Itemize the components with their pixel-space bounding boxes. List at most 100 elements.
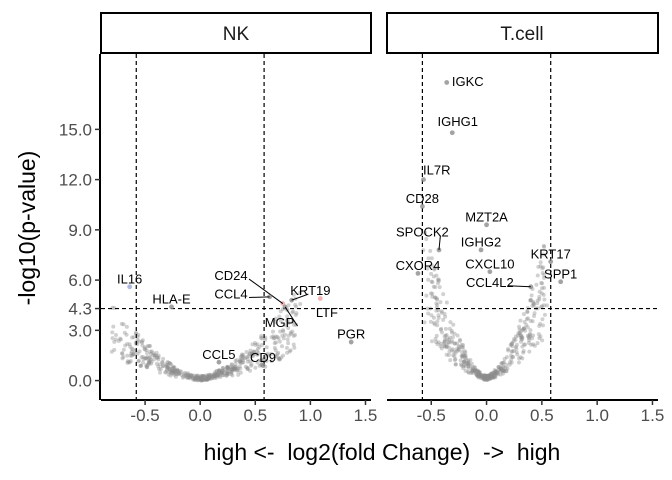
data-point: [524, 317, 529, 322]
data-point: [483, 375, 488, 380]
data-point: [211, 372, 216, 377]
data-point: [239, 353, 244, 358]
data-point: [523, 328, 528, 333]
data-point: [447, 337, 452, 342]
data-point: [229, 372, 234, 377]
data-point: [463, 353, 468, 358]
data-point: [527, 338, 532, 343]
data-point: [482, 373, 487, 378]
data-point: [237, 364, 242, 369]
x-tick-label: 1.0: [299, 406, 323, 425]
data-point: [429, 279, 434, 284]
gene-label: MGP: [265, 315, 295, 330]
data-point: [210, 375, 215, 380]
data-point: [211, 373, 216, 378]
data-point: [431, 320, 436, 325]
data-point: [157, 366, 162, 371]
data-point: [513, 334, 518, 339]
data-point: [542, 272, 547, 277]
data-point: [530, 336, 535, 341]
data-point: [297, 290, 302, 295]
data-point: [474, 370, 479, 375]
data-point: [181, 372, 186, 377]
data-point: [444, 345, 449, 350]
data-point: [494, 369, 499, 374]
data-point: [168, 369, 173, 374]
data-point: [165, 363, 170, 368]
data-point: [493, 369, 498, 374]
data-point: [493, 375, 498, 380]
data-point: [466, 370, 471, 375]
data-point: [279, 355, 284, 360]
x-tick-label: 0.0: [188, 406, 212, 425]
data-point: [277, 314, 282, 319]
data-point: [241, 360, 246, 365]
data-point: [439, 326, 444, 331]
data-point: [485, 373, 490, 378]
data-point: [198, 378, 203, 383]
data-point: [468, 358, 473, 363]
data-point: [136, 332, 141, 337]
data-point: [526, 336, 531, 341]
data-point: [209, 375, 214, 380]
data-point: [490, 375, 495, 380]
data-point: [538, 334, 543, 339]
data-point: [447, 345, 452, 350]
data-point: [232, 364, 237, 369]
data-point: [499, 367, 504, 372]
data-point: [213, 371, 218, 376]
data-point: [433, 265, 438, 270]
data-point: [461, 360, 466, 365]
data-point: [273, 316, 278, 321]
data-point: [208, 374, 213, 379]
data-point: [144, 348, 149, 353]
data-point: [466, 362, 471, 367]
data-point: [231, 365, 236, 370]
data-point: [433, 295, 438, 300]
data-point: [476, 371, 481, 376]
data-point: [450, 335, 455, 340]
data-point: [226, 372, 231, 377]
data-point: [478, 373, 483, 378]
data-point: [199, 377, 204, 382]
data-point: [232, 367, 237, 372]
data-point: [511, 354, 516, 359]
x-axis-nk: -0.5 0.0 0.5 1.0 1.5: [101, 399, 377, 425]
data-point: [483, 375, 488, 380]
data-point: [459, 353, 464, 358]
data-point: [230, 367, 235, 372]
data-point: [112, 347, 117, 352]
data-point: [156, 355, 161, 360]
data-point: [187, 376, 192, 381]
data-point: [482, 376, 487, 381]
data-point: [165, 366, 170, 371]
data-point: [473, 371, 478, 376]
data-point: [278, 329, 283, 334]
data-point: [451, 353, 456, 358]
data-point: [491, 375, 496, 380]
data-point: [434, 301, 439, 306]
data-point: [518, 339, 523, 344]
data-point: [144, 356, 149, 361]
data-point: [251, 353, 256, 358]
data-point: [259, 358, 264, 363]
data-point: [145, 344, 150, 349]
data-point: [423, 230, 428, 235]
data-point: [186, 373, 191, 378]
data-point: [482, 376, 487, 381]
data-point: [146, 360, 151, 365]
data-point: [141, 354, 146, 359]
gene-label: KRT17: [531, 246, 571, 261]
gene-point: [415, 270, 421, 276]
data-point: [186, 373, 191, 378]
data-point: [121, 322, 126, 327]
data-point: [145, 354, 150, 359]
data-point: [476, 374, 481, 379]
data-point: [273, 353, 278, 358]
data-point: [469, 361, 474, 366]
data-point: [194, 375, 199, 380]
data-point: [507, 362, 512, 367]
data-point: [192, 376, 197, 381]
gene-leader-line: [291, 293, 309, 301]
